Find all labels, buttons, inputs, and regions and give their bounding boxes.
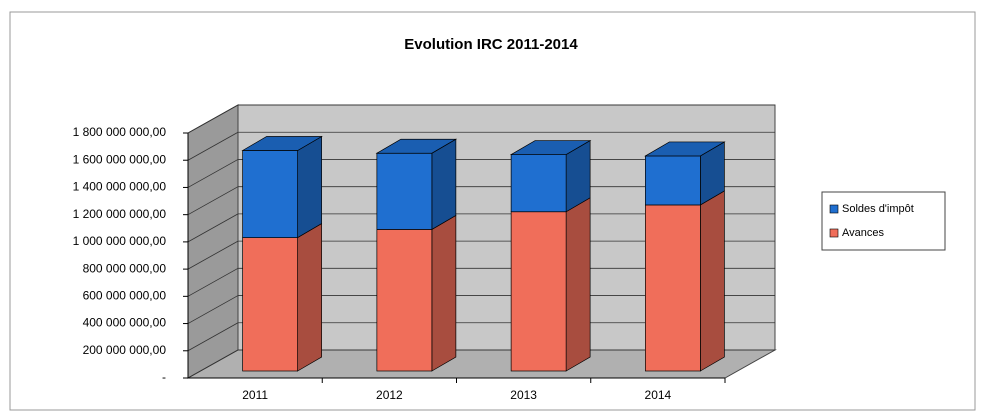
y-tick-label: 1 000 000 000,00 [73,234,167,248]
bar [376,152,433,230]
x-tick-label: 2013 [510,388,537,402]
bar-side [700,190,725,372]
bar [242,150,298,238]
bar-side [431,214,457,372]
y-tick-label: 1 800 000 000,00 [73,125,167,139]
chart-title: Evolution IRC 2011-2014 [404,36,578,53]
bar-top [375,138,458,154]
legend-label: Soldes d'impôt [842,203,914,215]
y-tick-label: 1 200 000 000,00 [73,207,167,221]
y-tick-label: 800 000 000,00 [83,261,167,275]
grid-line-side [187,186,239,216]
bar [510,211,567,372]
grid-line-side [187,131,239,161]
bar-side [297,135,322,239]
y-tick-label: 1 400 000 000,00 [73,180,167,194]
legend-box [821,191,946,251]
bar [645,204,701,372]
grid-line-side [187,159,239,188]
y-tick-label: 200 000 000,00 [83,343,167,357]
bar-top [644,141,726,157]
bar [645,155,701,206]
grid-line-side [187,349,239,379]
grid-line-side [187,295,239,324]
y-tick-label: 1 600 000 000,00 [73,152,167,166]
bar-side [297,223,322,372]
legend-swatch [829,228,839,238]
bar [242,237,298,372]
bar-top [509,140,592,155]
grid-line-side [187,240,239,270]
grid-line-side [187,213,239,243]
x-tick-label: 2014 [645,388,672,402]
y-tick-label: 600 000 000,00 [83,289,167,303]
grid-line-side [187,322,239,352]
bar-side [431,138,457,231]
legend-swatch [829,204,839,214]
x-tick-label: 2011 [242,388,268,402]
grid-line-side [187,267,239,297]
bar-side [565,197,591,372]
legend-label: Avances [842,227,884,239]
bar [510,154,567,213]
y-tick-label: - [162,370,166,384]
grid-line-side [187,104,239,134]
bar [376,229,433,372]
x-tick-label: 2012 [376,388,403,402]
y-tick-label: 400 000 000,00 [83,316,167,330]
bar-top [241,136,323,151]
